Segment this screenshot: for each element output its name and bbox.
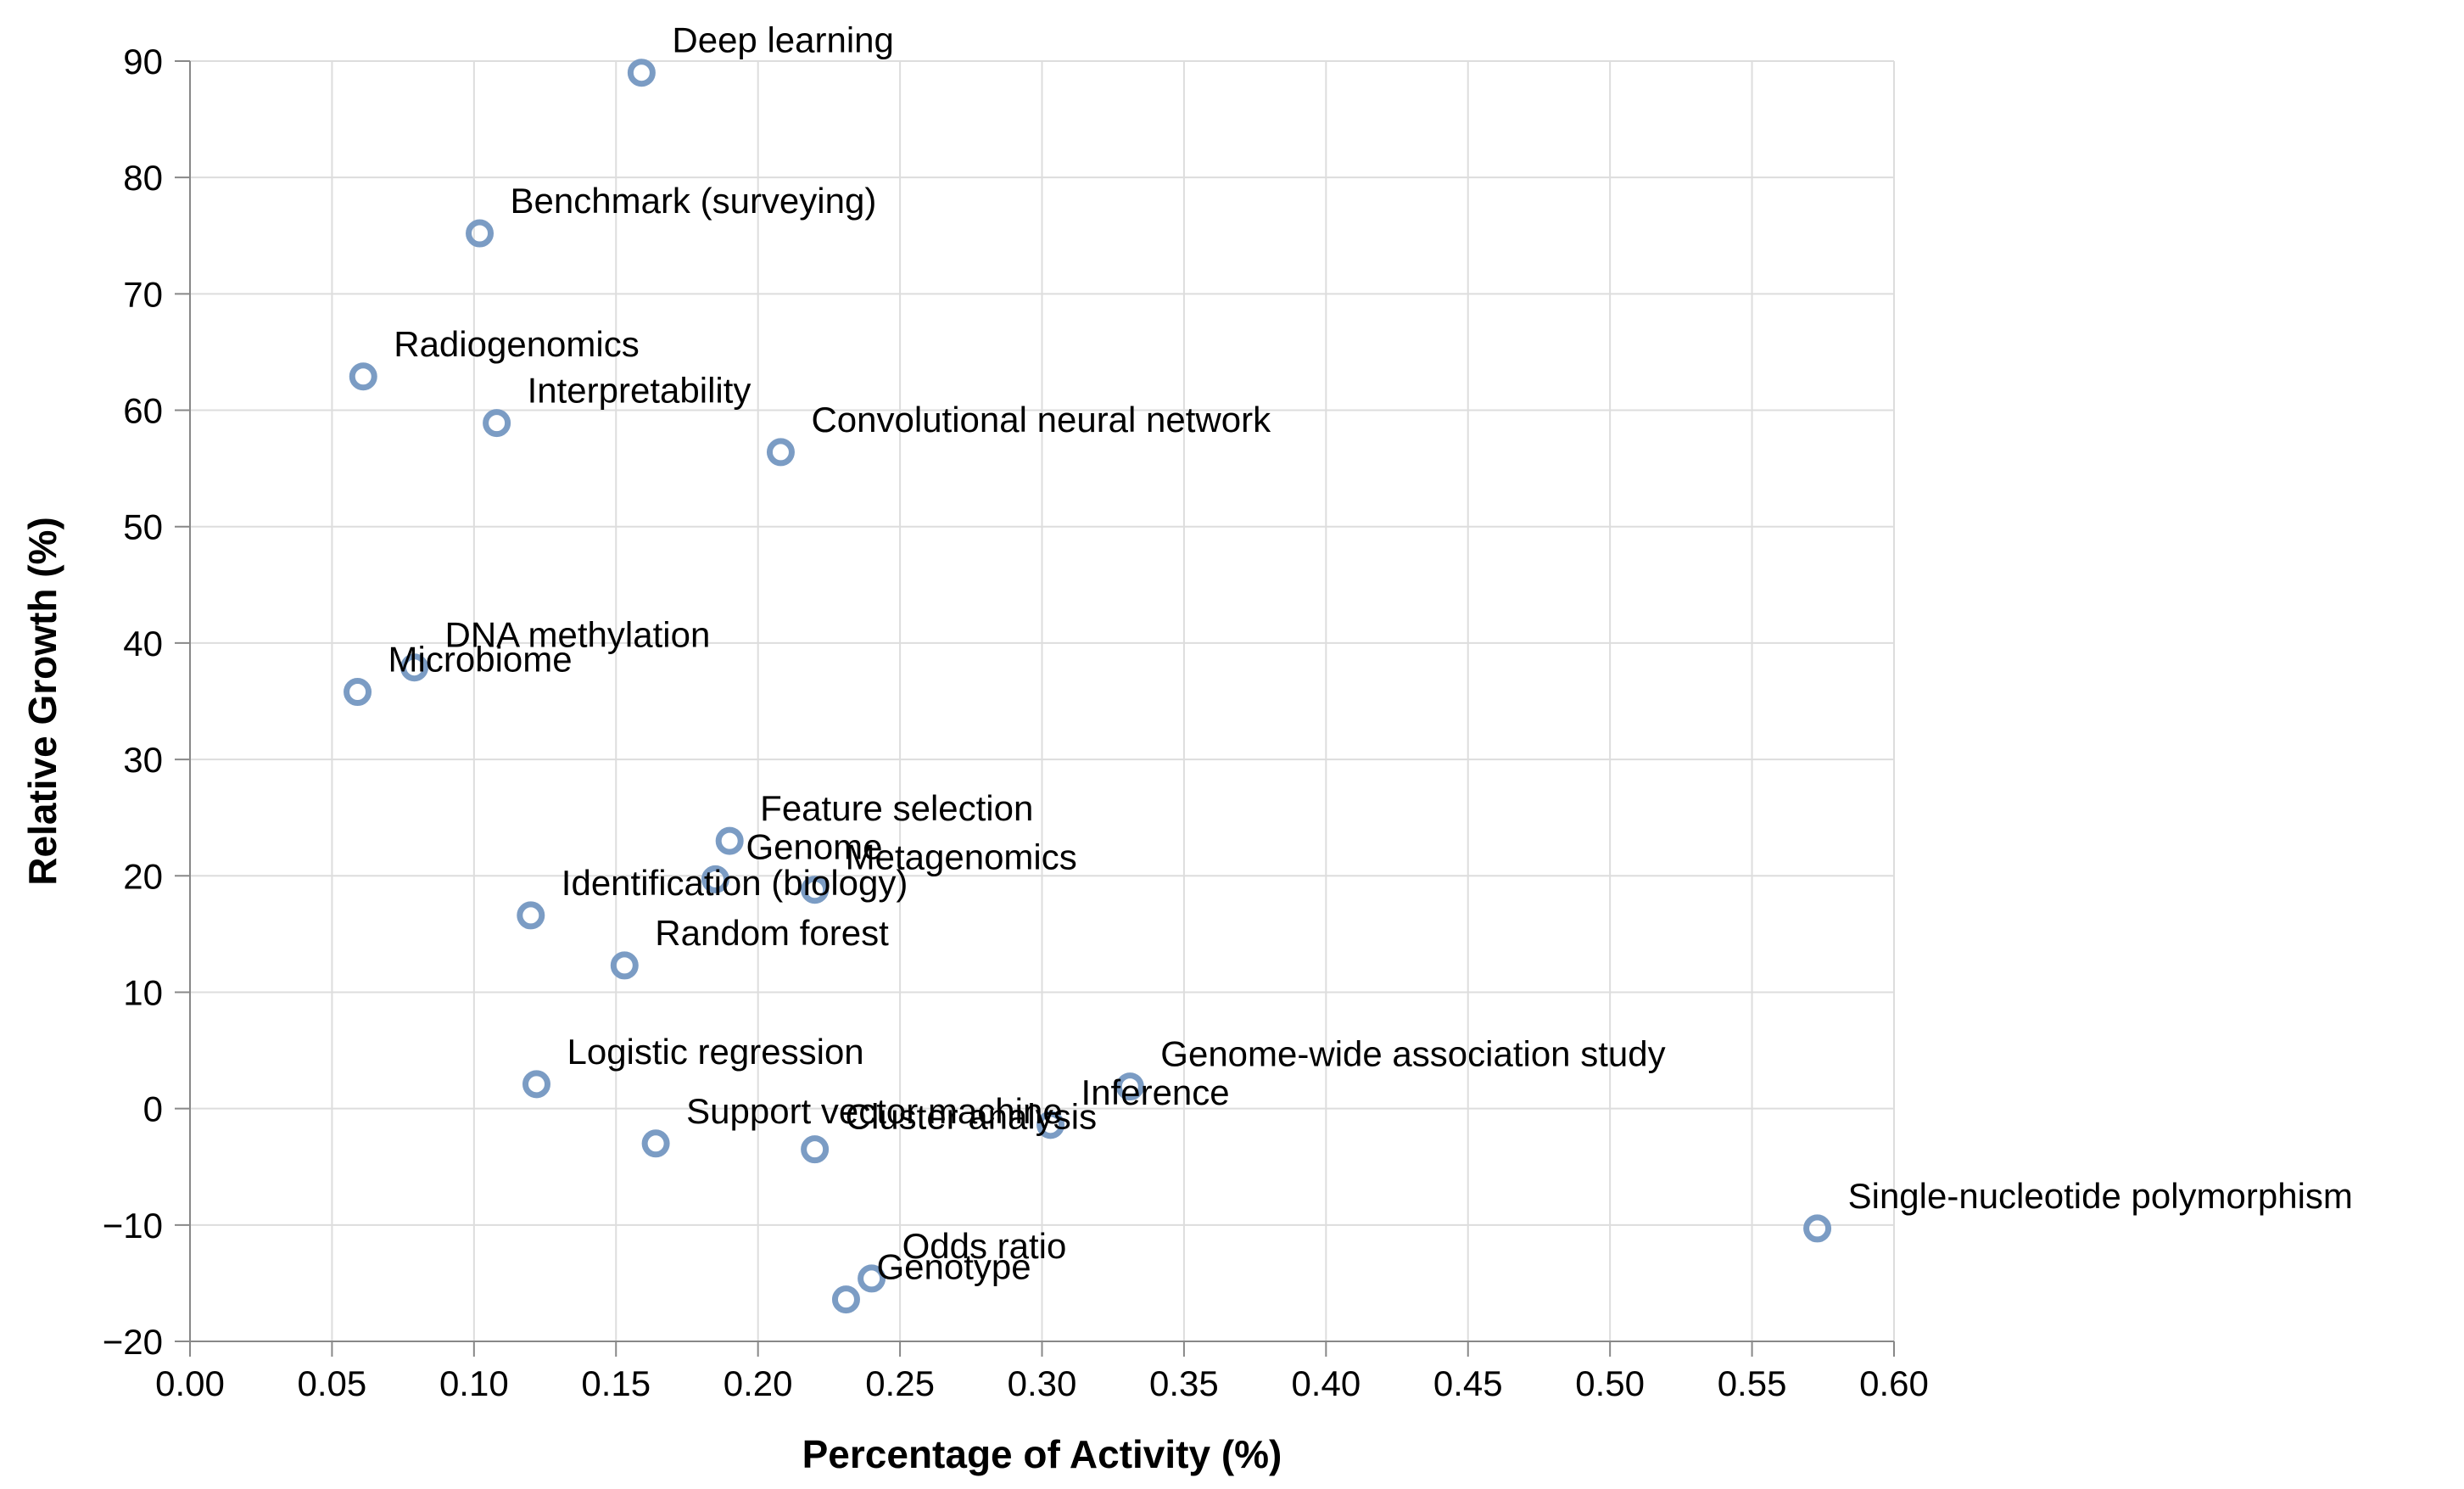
y-tick-label: 40 bbox=[123, 624, 163, 663]
y-tick: 0 bbox=[143, 1089, 190, 1129]
data-point bbox=[627, 59, 656, 87]
x-tick-label: 0.60 bbox=[1859, 1363, 1929, 1403]
data-point bbox=[610, 951, 639, 980]
data-point bbox=[522, 1070, 550, 1099]
point-label: Feature selection bbox=[760, 788, 1033, 828]
x-tick-label: 0.55 bbox=[1718, 1363, 1787, 1403]
x-tick-label: 0.25 bbox=[865, 1363, 935, 1403]
point-label: Radiogenomics bbox=[394, 324, 639, 364]
y-tick-label: −20 bbox=[103, 1322, 163, 1362]
x-tick: 0.00 bbox=[155, 1341, 225, 1403]
x-tick: 0.50 bbox=[1575, 1341, 1645, 1403]
data-point bbox=[1803, 1214, 1832, 1243]
data-point bbox=[701, 865, 729, 893]
data-points bbox=[344, 59, 1832, 1314]
data-point bbox=[517, 901, 545, 930]
point-label: Identification (biology) bbox=[562, 863, 908, 903]
x-tick: 0.40 bbox=[1291, 1341, 1361, 1403]
x-tick-label: 0.30 bbox=[1008, 1363, 1077, 1403]
y-tick: −10 bbox=[103, 1206, 190, 1245]
point-label: Metagenomics bbox=[846, 837, 1077, 877]
point-label: Single-nucleotide polymorphism bbox=[1848, 1176, 2353, 1216]
y-tick-label: 60 bbox=[123, 391, 163, 431]
x-tick: 0.10 bbox=[439, 1341, 509, 1403]
point-label: Interpretability bbox=[528, 371, 751, 411]
y-tick-label: 80 bbox=[123, 158, 163, 198]
x-tick: 0.60 bbox=[1859, 1341, 1929, 1403]
point-label: Deep learning bbox=[672, 20, 894, 60]
x-tick: 0.55 bbox=[1718, 1341, 1787, 1403]
grid-lines bbox=[189, 60, 1895, 1342]
point-label: DNA methylation bbox=[445, 615, 711, 655]
y-tick-label: 90 bbox=[123, 42, 163, 81]
x-tick: 0.45 bbox=[1433, 1341, 1503, 1403]
x-tick-label: 0.05 bbox=[298, 1363, 367, 1403]
data-point bbox=[483, 409, 511, 438]
x-tick-label: 0.15 bbox=[581, 1363, 651, 1403]
x-tick-label: 0.45 bbox=[1433, 1363, 1503, 1403]
y-tick: 80 bbox=[123, 158, 190, 198]
x-axis-title: Percentage of Activity (%) bbox=[802, 1432, 1282, 1476]
x-tick-label: 0.35 bbox=[1149, 1363, 1219, 1403]
y-axis-ticks: −20 −10 0 10 20 30 40 50 60 70 80 90 bbox=[103, 42, 190, 1362]
point-label: Random forest bbox=[655, 913, 889, 953]
point-label: Convolutional neural network bbox=[811, 400, 1271, 439]
x-tick-label: 0.10 bbox=[439, 1363, 509, 1403]
point-label: Genome bbox=[746, 826, 882, 866]
point-label: Genotype bbox=[876, 1247, 1031, 1287]
x-tick: 0.20 bbox=[724, 1341, 793, 1403]
y-tick: 90 bbox=[123, 42, 190, 81]
y-tick: 30 bbox=[123, 740, 190, 780]
x-tick-label: 0.40 bbox=[1291, 1363, 1361, 1403]
y-tick-label: −10 bbox=[103, 1206, 163, 1245]
y-tick-label: 70 bbox=[123, 274, 163, 314]
point-label: Inference bbox=[1081, 1072, 1230, 1112]
point-label: Benchmark (surveying) bbox=[511, 181, 877, 221]
x-tick: 0.35 bbox=[1149, 1341, 1219, 1403]
x-tick: 0.15 bbox=[581, 1341, 651, 1403]
y-tick: 10 bbox=[123, 972, 190, 1012]
y-tick: 20 bbox=[123, 856, 190, 896]
data-point bbox=[801, 876, 830, 904]
y-axis-title: Relative Growth (%) bbox=[20, 517, 64, 886]
data-point bbox=[466, 219, 494, 248]
y-tick-label: 30 bbox=[123, 740, 163, 780]
y-tick-label: 0 bbox=[143, 1089, 163, 1129]
point-label: Cluster analysis bbox=[846, 1097, 1097, 1137]
data-point bbox=[1036, 1111, 1065, 1139]
x-axis-ticks: 0.00 0.05 0.10 0.15 0.20 0.25 0.30 0.35 0.40 0.45… bbox=[155, 1341, 1929, 1403]
y-tick: −20 bbox=[103, 1322, 190, 1362]
x-tick-label: 0.00 bbox=[155, 1363, 225, 1403]
data-point bbox=[1115, 1072, 1144, 1101]
point-label: Odds ratio bbox=[902, 1226, 1067, 1266]
x-tick: 0.25 bbox=[865, 1341, 935, 1403]
point-label: Logistic regression bbox=[567, 1032, 863, 1072]
data-point bbox=[349, 362, 377, 391]
data-point bbox=[831, 1285, 860, 1314]
point-labels: Deep learning Benchmark (surveying) Radiog… bbox=[388, 20, 2353, 1287]
data-point bbox=[766, 438, 795, 467]
point-label: Genome-wide association study bbox=[1160, 1034, 1665, 1074]
y-tick-label: 20 bbox=[123, 856, 163, 896]
data-point bbox=[400, 653, 429, 682]
point-label: Support vector machine bbox=[686, 1091, 1063, 1131]
x-tick: 0.05 bbox=[298, 1341, 367, 1403]
y-tick: 40 bbox=[123, 624, 190, 663]
y-tick: 50 bbox=[123, 507, 190, 547]
data-point bbox=[858, 1264, 886, 1293]
y-tick-label: 50 bbox=[123, 507, 163, 547]
x-tick-label: 0.20 bbox=[724, 1363, 793, 1403]
y-tick: 60 bbox=[123, 391, 190, 431]
x-tick-label: 0.50 bbox=[1575, 1363, 1645, 1403]
data-point bbox=[641, 1129, 670, 1158]
data-point bbox=[801, 1135, 830, 1164]
x-tick: 0.30 bbox=[1008, 1341, 1077, 1403]
point-label: Microbiome bbox=[388, 640, 573, 680]
data-point bbox=[715, 826, 744, 855]
y-tick: 70 bbox=[123, 274, 190, 314]
data-point bbox=[344, 678, 372, 707]
y-tick-label: 10 bbox=[123, 972, 163, 1012]
